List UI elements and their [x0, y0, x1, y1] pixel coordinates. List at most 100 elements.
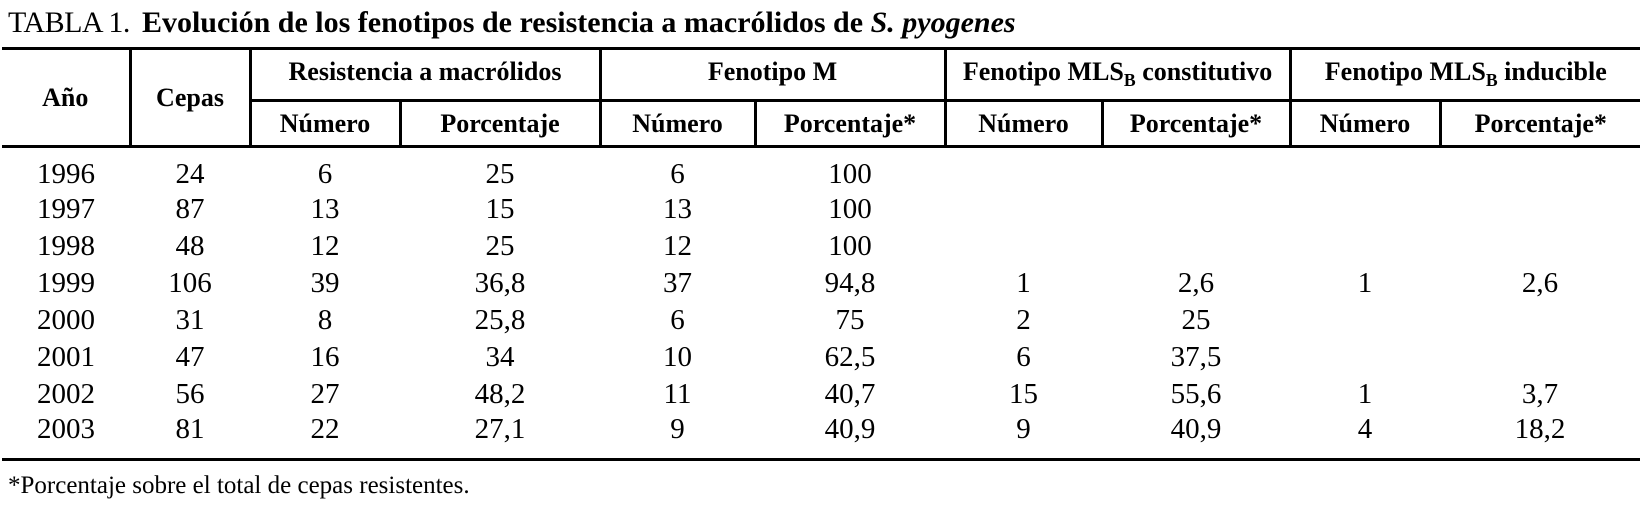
group-label-subscript: B: [1123, 70, 1136, 91]
table-row: 2003 81 22 27,1 9 40,9 9 40,9 4 18,2: [2, 413, 1640, 460]
table-cell: 6: [1016, 341, 1031, 373]
table-cell: 55,6: [1170, 378, 1222, 410]
title-space: [863, 6, 871, 39]
table-row: 1996 24 6 25 6 100: [2, 147, 1640, 192]
header-group-row: Año Cepas Resistencia a macrólidos Fenot…: [2, 48, 1641, 148]
table-cell: 13: [663, 193, 692, 225]
table-cell: 1996: [37, 158, 95, 190]
table-cell: 27: [310, 378, 340, 410]
table-cell: 25: [485, 230, 515, 262]
table-cell: 10: [663, 341, 692, 373]
table-cell: 56: [175, 378, 205, 410]
table-row: 2001 47 16 34 10 62,5 6 37,5: [2, 339, 1640, 376]
table-cell: 15: [1009, 378, 1039, 410]
table-cell: 1: [1016, 267, 1031, 299]
subcol-header-porcentaje: Porcentaje: [400, 100, 602, 148]
table-cell: 47: [175, 341, 205, 373]
subcol-header-porcentaje: Porcentaje*: [755, 100, 947, 148]
table-cell: 25: [485, 158, 515, 190]
group-label-suffix: inducible: [1497, 57, 1607, 87]
table-cell: 48: [175, 230, 205, 262]
table-cell: 6: [670, 158, 685, 190]
header-sub-row: Número Porcentaje Número Porcentaje* Núm…: [2, 100, 1641, 148]
group-label: Fenotipo M: [707, 57, 838, 87]
table-cell: [1440, 191, 1640, 228]
table-cell: [1290, 228, 1440, 265]
table-cell: 16: [310, 341, 340, 373]
group-header-mlsb-constitutivo: Fenotipo MLSB constitutivo: [945, 48, 1292, 102]
table-cell: 3,7: [1521, 378, 1559, 410]
table-cell: 2002: [37, 378, 95, 410]
table-cell: 24: [175, 158, 205, 190]
col-header-ano: Año: [2, 48, 132, 148]
table-row: 2000 31 8 25,8 6 75 2 25: [2, 302, 1640, 339]
table-cell: 6: [317, 158, 333, 190]
table-number-label: TABLA 1.: [8, 6, 130, 39]
subcol-header-porcentaje: Porcentaje*: [1102, 100, 1292, 148]
table-cell: [945, 228, 1102, 265]
table-cell: 8: [317, 304, 333, 336]
table-body: 1996 24 6 25 6 100 1997 87 13 15 13 100 1998 48 12 25 12…: [2, 147, 1640, 460]
table-cell: 2001: [37, 341, 95, 373]
table-cell: 1997: [37, 193, 95, 225]
table-cell: 62,5: [824, 341, 876, 373]
table-cell: [1290, 302, 1440, 339]
group-label: Fenotipo MLS: [962, 57, 1124, 87]
table-cell: 25,8: [474, 304, 526, 336]
table-cell: 2000: [37, 304, 95, 336]
table-cell: 13: [310, 193, 340, 225]
table-cell: 2: [1016, 304, 1031, 336]
table-row: 1997 87 13 15 13 100: [2, 191, 1640, 228]
table-cell: 39: [310, 267, 340, 299]
group-header-fenotipo-m: Fenotipo M: [600, 48, 947, 102]
table-cell: 2,6: [1521, 267, 1559, 299]
table-cell: 2003: [37, 413, 95, 445]
group-label: Resistencia a macrólidos: [288, 57, 562, 87]
table-title-species: S. pyogenes: [870, 6, 1016, 39]
table-cell: [1102, 228, 1290, 265]
table-title: TABLA 1. Evolución de los fenotipos de re…: [2, 4, 1640, 47]
group-label: Fenotipo MLS: [1324, 57, 1486, 87]
table-cell: 48,2: [474, 378, 526, 410]
table-cell: 12: [663, 230, 692, 262]
table-cell: 22: [310, 413, 340, 445]
table-cell: 1999: [37, 267, 95, 299]
table-cell: [945, 191, 1102, 228]
table-cell: 18,2: [1514, 413, 1566, 445]
table-cell: 94,8: [824, 267, 876, 299]
table-cell: 37: [663, 267, 692, 299]
table-header: Año Cepas Resistencia a macrólidos Fenot…: [2, 48, 1641, 148]
table-cell: 36,8: [474, 267, 526, 299]
table-cell: 1998: [37, 230, 95, 262]
table-cell: 12: [310, 230, 340, 262]
subcol-header-numero: Número: [1290, 100, 1442, 148]
table-cell: 87: [175, 193, 205, 225]
table-cell: [1290, 147, 1440, 192]
table-cell: [1102, 147, 1290, 192]
table-cell: 9: [670, 413, 685, 445]
data-table: Año Cepas Resistencia a macrólidos Fenot…: [2, 47, 1641, 461]
group-label-suffix: constitutivo: [1135, 57, 1273, 87]
table-cell: 100: [828, 158, 872, 190]
table-cell: 100: [828, 193, 872, 225]
table-cell: [1440, 302, 1640, 339]
table-cell: 27,1: [474, 413, 526, 445]
subcol-header-numero: Número: [600, 100, 757, 148]
table-cell: 34: [485, 341, 515, 373]
table-cell: 25: [1181, 304, 1211, 336]
table-cell: 81: [175, 413, 205, 445]
table-row: 1999 106 39 36,8 37 94,8 1 2,6 1 2,6: [2, 265, 1640, 302]
table-cell: 106: [168, 267, 212, 299]
table-row: 1998 48 12 25 12 100: [2, 228, 1640, 265]
table-cell: 2,6: [1177, 267, 1215, 299]
group-label-subscript: B: [1485, 70, 1498, 91]
subcol-header-numero: Número: [945, 100, 1104, 148]
table-cell: 40,9: [1170, 413, 1222, 445]
subcol-header-porcentaje: Porcentaje*: [1440, 100, 1641, 148]
table-title-text: Evolución de los fenotipos de resistenci…: [141, 6, 864, 39]
table-cell: 1: [1357, 267, 1373, 299]
table-footnote: *Porcentaje sobre el total de cepas resi…: [8, 472, 470, 499]
subcol-header-numero: Número: [250, 100, 402, 148]
table-cell: [1440, 228, 1640, 265]
